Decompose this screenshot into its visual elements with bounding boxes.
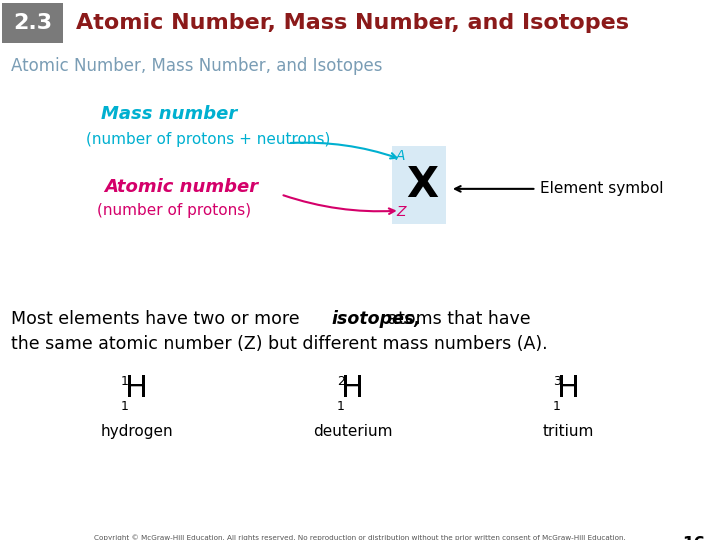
Text: Most elements have two or more: Most elements have two or more <box>11 310 305 328</box>
Text: H: H <box>557 374 580 403</box>
Text: 2.3: 2.3 <box>13 13 53 33</box>
Text: (number of protons): (number of protons) <box>97 202 251 218</box>
Text: 1: 1 <box>553 400 561 413</box>
Text: Element symbol: Element symbol <box>540 181 664 197</box>
Text: Z: Z <box>396 205 405 219</box>
Text: H: H <box>341 374 364 403</box>
Text: tritium: tritium <box>543 424 595 439</box>
Text: the same atomic number (Z) but different mass numbers (A).: the same atomic number (Z) but different… <box>11 335 547 353</box>
Text: 3: 3 <box>553 375 561 388</box>
Text: Atomic Number, Mass Number, and Isotopes: Atomic Number, Mass Number, and Isotopes <box>76 13 629 33</box>
Text: A: A <box>396 148 405 163</box>
Text: 1: 1 <box>121 400 129 413</box>
Text: Mass number: Mass number <box>101 105 237 123</box>
Text: Atomic Number, Mass Number, and Isotopes: Atomic Number, Mass Number, and Isotopes <box>11 57 382 75</box>
Text: hydrogen: hydrogen <box>101 424 173 439</box>
Text: Copyright © McGraw-Hill Education. All rights reserved. No reproduction or distr: Copyright © McGraw-Hill Education. All r… <box>94 535 626 540</box>
Text: Atomic number: Atomic number <box>104 178 258 196</box>
FancyBboxPatch shape <box>2 3 63 43</box>
Text: atoms that have: atoms that have <box>382 310 530 328</box>
Text: deuterium: deuterium <box>313 424 392 439</box>
Text: isotopes,: isotopes, <box>331 310 421 328</box>
Text: 16: 16 <box>683 535 706 540</box>
Text: (number of protons + neutrons): (number of protons + neutrons) <box>86 132 330 147</box>
Text: X: X <box>406 164 438 206</box>
Text: 1: 1 <box>121 375 129 388</box>
Text: H: H <box>125 374 148 403</box>
FancyBboxPatch shape <box>0 0 720 46</box>
Text: 1: 1 <box>337 400 345 413</box>
FancyBboxPatch shape <box>392 146 446 224</box>
Text: 2: 2 <box>337 375 345 388</box>
